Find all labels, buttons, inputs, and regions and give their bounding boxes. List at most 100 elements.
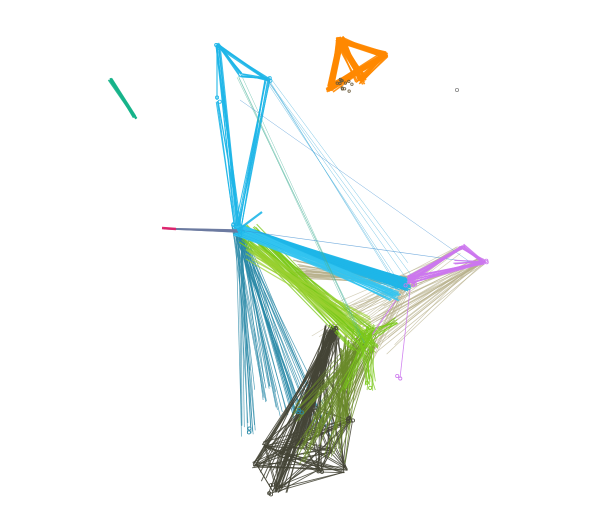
graph-edge xyxy=(360,341,376,391)
graph-edge xyxy=(354,259,483,339)
graph-edge xyxy=(462,245,484,265)
orange-group xyxy=(325,35,389,93)
graph-edge xyxy=(409,261,485,282)
graph-node xyxy=(238,226,243,231)
graph-node xyxy=(278,484,283,489)
graph-node xyxy=(350,418,355,423)
graph-edge xyxy=(272,471,344,493)
graph-edge xyxy=(363,260,479,327)
graph-edge xyxy=(236,230,296,414)
graph-edge xyxy=(335,37,357,83)
graph-edge xyxy=(240,232,394,297)
graph-node xyxy=(267,76,272,81)
graph-node xyxy=(403,283,408,288)
graph-node xyxy=(216,45,221,50)
graph-edge xyxy=(295,324,327,431)
graph-node xyxy=(398,283,403,288)
graph-edge xyxy=(340,39,386,54)
graph-edge xyxy=(243,232,265,381)
graph-edge xyxy=(236,230,255,426)
graph-edge xyxy=(338,36,364,81)
graph-node xyxy=(367,333,372,338)
graph-edge xyxy=(277,467,323,493)
graph-node xyxy=(365,326,370,331)
graph-edge xyxy=(218,46,238,233)
graph-node xyxy=(350,82,354,86)
graph-node xyxy=(268,483,273,488)
graph-node xyxy=(319,469,324,474)
graph-edge xyxy=(264,254,348,327)
graph-edge xyxy=(240,227,243,426)
graph-edge xyxy=(305,349,362,408)
graph-edge xyxy=(358,55,389,85)
graph-edge xyxy=(300,442,348,470)
graph-edge xyxy=(320,471,345,474)
graph-node xyxy=(246,430,251,435)
graph-node xyxy=(346,419,351,424)
graph-edge xyxy=(218,42,240,227)
graph-node xyxy=(394,284,399,289)
graph-edge xyxy=(239,225,398,297)
violet-group xyxy=(371,243,486,379)
graph-edge xyxy=(297,348,363,409)
teal-green-group xyxy=(107,77,138,120)
graph-edge xyxy=(361,54,385,82)
graph-edge xyxy=(256,455,283,466)
graph-edge xyxy=(216,44,271,83)
graph-edge xyxy=(399,289,411,379)
graph-edge xyxy=(273,450,333,492)
graph-edge xyxy=(298,345,374,465)
graph-node xyxy=(366,337,371,342)
graph-edge xyxy=(410,246,464,280)
graph-node xyxy=(338,81,342,86)
graph-node xyxy=(238,228,243,233)
graph-edge xyxy=(329,334,348,414)
graph-edge xyxy=(340,325,371,393)
nodes-group xyxy=(214,43,489,497)
graph-node xyxy=(231,222,236,227)
graph-edge xyxy=(454,260,485,265)
graph-edge xyxy=(109,77,135,119)
graph-edge xyxy=(351,281,415,401)
graph-edge xyxy=(371,299,397,336)
graph-edge xyxy=(370,334,373,387)
graph-node xyxy=(347,89,351,93)
graph-edge xyxy=(293,332,358,409)
graph-node xyxy=(364,380,369,385)
graph-edge xyxy=(463,243,484,262)
graph-edge xyxy=(253,447,266,465)
graph-edge xyxy=(387,261,483,338)
graph-edge xyxy=(372,323,399,336)
graph-edge xyxy=(270,81,394,281)
graph-edge xyxy=(412,261,486,284)
graph-edge xyxy=(217,43,243,74)
graph-node xyxy=(365,328,370,333)
graph-edge xyxy=(339,329,375,385)
graph-node xyxy=(340,86,344,90)
graph-node xyxy=(412,279,417,284)
graph-node xyxy=(339,79,343,83)
graph-edge xyxy=(236,225,411,281)
graph-edge xyxy=(236,229,249,424)
graph-edge xyxy=(267,80,408,280)
graph-edge xyxy=(261,324,331,468)
graph-edge xyxy=(240,231,256,431)
graph-edge xyxy=(238,77,360,338)
graph-node xyxy=(368,385,373,390)
graph-node xyxy=(316,466,321,471)
graph-edge xyxy=(266,78,396,281)
graph-edge xyxy=(235,234,267,402)
graph-node xyxy=(345,416,350,421)
graph-edge xyxy=(164,227,238,232)
graph-edge xyxy=(235,227,242,426)
graph-edge xyxy=(327,344,355,458)
graph-node xyxy=(215,95,220,100)
graph-node xyxy=(343,81,347,85)
graph-edge xyxy=(406,245,463,280)
graph-node xyxy=(333,326,338,331)
graph-edge xyxy=(217,100,241,231)
graph-node xyxy=(296,409,301,414)
graph-edge xyxy=(327,39,339,87)
graph-edge xyxy=(266,78,415,279)
